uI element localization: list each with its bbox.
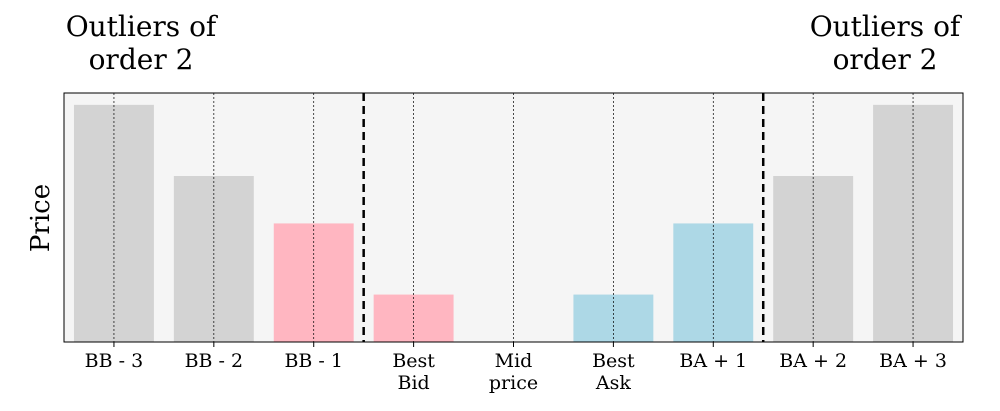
- x-tick-label-3: Best Bid: [392, 350, 435, 394]
- x-tick-label-4: Mid price: [489, 350, 538, 394]
- x-tick-label-0: BB - 3: [85, 350, 144, 372]
- x-tick-label-2: BB - 1: [284, 350, 343, 372]
- x-tick-label-5: Best Ask: [592, 350, 635, 394]
- x-tick-label-7: BA + 2: [779, 350, 847, 372]
- right-outliers-annotation: Outliers of order 2: [809, 10, 961, 76]
- x-tick-label-6: BA + 1: [679, 350, 747, 372]
- x-tick-label-8: BA + 3: [879, 350, 947, 372]
- x-tick-label-1: BB - 2: [185, 350, 244, 372]
- left-outliers-annotation: Outliers of order 2: [65, 10, 217, 76]
